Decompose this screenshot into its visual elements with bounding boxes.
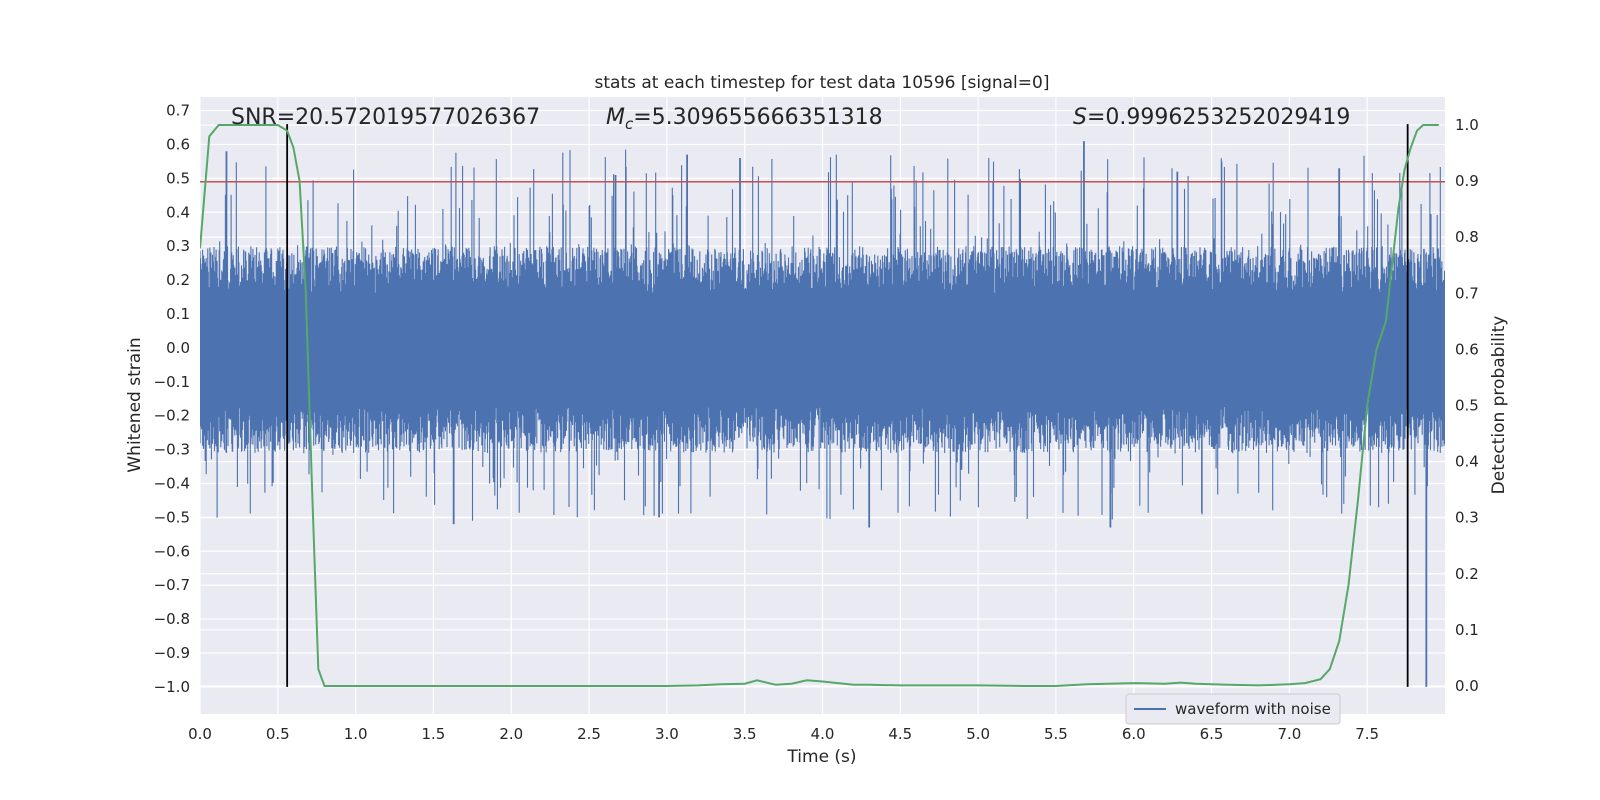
- chirp-mass-annotation: Mc=5.309655666351318: [606, 105, 883, 133]
- x-tick-label: 1.5: [422, 725, 446, 743]
- y-tick-label: −0.8: [154, 610, 190, 628]
- x-axis-ticks: 0.0 0.5 1.0 1.5 2.0 2.5 3.0 3.5 4.0 4.5 5.0 5.5 6.0 6…: [188, 725, 1379, 743]
- y-axis-ticks: 0.7 0.6 0.5 0.4 0.3 0.2 0.1 0.0 −0.1 −0.2 −0.3 −0.4…: [154, 102, 190, 696]
- x-tick-label: 1.0: [344, 725, 368, 743]
- y2-tick-label: 0.6: [1455, 340, 1479, 358]
- y-tick-label: −1.0: [154, 678, 190, 696]
- y-tick-label: 0.5: [166, 169, 190, 187]
- chirp-mass-value: =5.309655666351318: [633, 105, 882, 130]
- x-tick-label: 0.0: [188, 725, 212, 743]
- y2-tick-label: 0.7: [1455, 284, 1479, 302]
- y-tick-label: −0.1: [154, 373, 190, 391]
- y2-tick-label: 1.0: [1455, 116, 1479, 134]
- y2-tick-label: 0.8: [1455, 228, 1479, 246]
- x-tick-label: 6.5: [1200, 725, 1224, 743]
- y2-tick-label: 0.2: [1455, 565, 1479, 583]
- x-tick-label: 4.0: [811, 725, 835, 743]
- x-tick-label: 5.0: [966, 725, 990, 743]
- y2-tick-label: 0.5: [1455, 397, 1479, 415]
- legend: waveform with noise: [1125, 693, 1341, 725]
- y-axis-label: Whitened strain: [125, 337, 145, 472]
- chart-title: stats at each timestep for test data 105…: [595, 73, 1050, 93]
- y-tick-label: 0.7: [166, 102, 190, 120]
- x-tick-label: 3.5: [733, 725, 757, 743]
- x-tick-label: 7.0: [1277, 725, 1301, 743]
- y-tick-label: −0.5: [154, 508, 190, 526]
- y2-tick-label: 0.1: [1455, 621, 1479, 639]
- chirp-mass-symbol: M: [606, 105, 625, 130]
- x-tick-label: 2.0: [499, 725, 523, 743]
- legend-box: [1125, 693, 1341, 725]
- y-tick-label: −0.9: [154, 644, 190, 662]
- x-tick-label: 5.5: [1044, 725, 1068, 743]
- s-annotation: S=0.9996253252029419: [1073, 105, 1350, 130]
- y-tick-label: 0.2: [166, 271, 190, 289]
- x-tick-label: 6.0: [1122, 725, 1146, 743]
- snr-annotation: SNR=20.572019577026367: [231, 105, 540, 130]
- y-tick-label: −0.2: [154, 407, 190, 425]
- x-tick-label: 7.5: [1355, 725, 1379, 743]
- s-symbol: S: [1073, 105, 1087, 130]
- x-axis-label: Time (s): [786, 747, 856, 767]
- y-tick-label: 0.3: [166, 237, 190, 255]
- detection-probability-line: [200, 124, 1439, 687]
- y2-axis-ticks: 1.0 0.9 0.8 0.7 0.6 0.5 0.4 0.3 0.2 0.1 0.0: [1455, 116, 1479, 695]
- y-tick-label: −0.4: [154, 474, 190, 492]
- y-tick-label: 0.0: [166, 339, 190, 357]
- waveform-series: [200, 141, 1445, 687]
- y2-tick-label: 0.3: [1455, 509, 1479, 527]
- x-tick-label: 4.5: [888, 725, 912, 743]
- y-tick-label: −0.7: [154, 576, 190, 594]
- y2-tick-label: 0.9: [1455, 172, 1479, 190]
- vertical-markers: [286, 124, 1409, 687]
- y-tick-label: 0.4: [166, 203, 190, 221]
- chirp-mass-subscript: c: [625, 115, 634, 133]
- legend-label: waveform with noise: [1175, 700, 1331, 718]
- s-value: =0.9996253252029419: [1087, 105, 1350, 130]
- y2-tick-label: 0.0: [1455, 677, 1479, 695]
- x-tick-label: 0.5: [266, 725, 290, 743]
- waveform-noise-path: [200, 149, 1445, 521]
- y-tick-label: −0.6: [154, 542, 190, 560]
- x-tick-label: 3.0: [655, 725, 679, 743]
- y-tick-label: −0.3: [154, 441, 190, 459]
- x-tick-label: 2.5: [577, 725, 601, 743]
- y2-tick-label: 0.4: [1455, 453, 1479, 471]
- y2-axis-label: Detection probability: [1489, 316, 1509, 495]
- y-tick-label: 0.1: [166, 305, 190, 323]
- y-tick-label: 0.6: [166, 135, 190, 153]
